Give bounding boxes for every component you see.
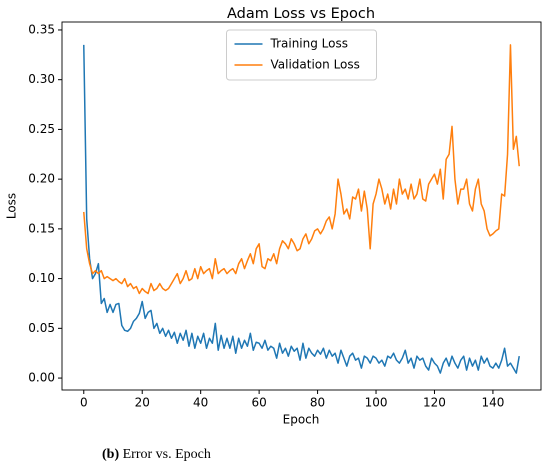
y-axis-label: Loss (5, 193, 19, 219)
caption-text: Error vs. Epoch (123, 447, 211, 462)
x-tick-label: 100 (365, 396, 388, 410)
series-line (83, 44, 520, 374)
legend-label: Training Loss (270, 37, 348, 51)
y-tick-label: 0.00 (28, 371, 55, 385)
caption: (b) Error vs. Epoch (102, 447, 211, 462)
y-tick-label: 0.30 (28, 72, 55, 86)
x-tick-label: 0 (80, 396, 88, 410)
y-tick-label: 0.25 (28, 122, 55, 136)
x-tick-label: 120 (423, 396, 446, 410)
y-tick-label: 0.35 (28, 22, 55, 36)
legend-label: Validation Loss (271, 58, 360, 72)
x-tick-label: 40 (193, 396, 208, 410)
x-tick-label: 20 (135, 396, 150, 410)
y-tick-label: 0.15 (28, 221, 55, 235)
chart-title: Adam Loss vs Epoch (227, 6, 375, 22)
y-tick-label: 0.10 (28, 271, 55, 285)
y-tick-label: 0.05 (28, 321, 55, 335)
x-tick-label: 60 (251, 396, 266, 410)
caption-label: (b) (102, 447, 119, 462)
legend-box (226, 29, 377, 81)
legend: Training Loss Validation Loss (226, 29, 377, 81)
y-tick-label: 0.20 (28, 172, 55, 186)
series-line (83, 44, 520, 295)
x-axis-label: Epoch (283, 413, 320, 427)
x-tick-label: 80 (310, 396, 325, 410)
plot-frame (61, 21, 542, 391)
x-tick-label: 140 (481, 396, 504, 410)
